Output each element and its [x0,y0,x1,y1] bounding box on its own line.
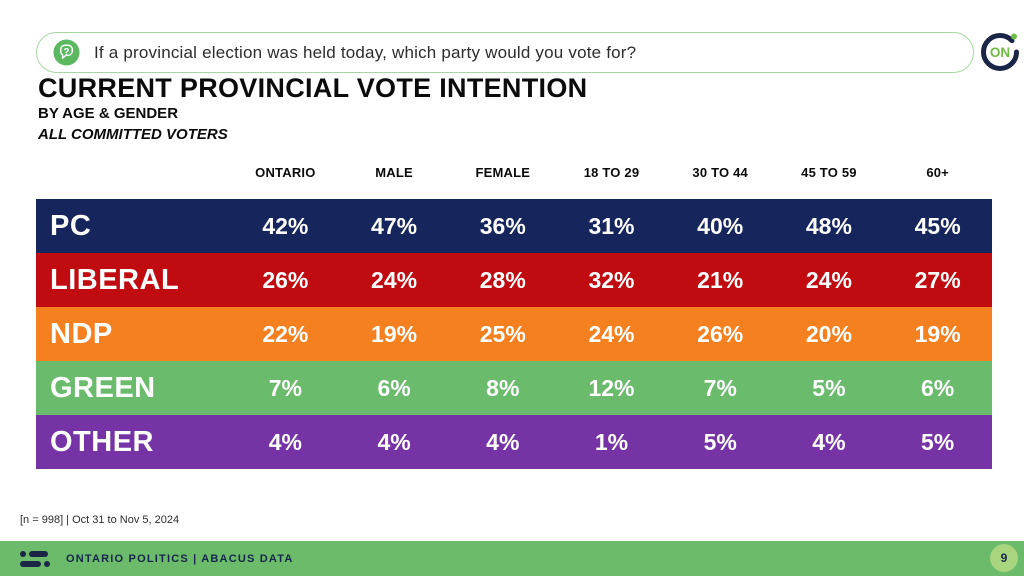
footer-label: ONTARIO POLITICS | ABACUS DATA [66,552,294,565]
column-header-male: MALE [375,164,413,180]
cell-value: 5% [812,374,846,401]
cell-value: 1% [594,428,629,455]
column-header-18to29: 18 TO 29 [583,164,640,180]
page-title: CURRENT PROVINCIAL VOTE INTENTION [38,73,588,103]
table-row-ndp: NDP 22% 19% 25% 24% 26% 20% 19% [36,307,992,361]
cell-value: 26% [697,320,744,347]
party-label: LIBERAL [50,263,180,296]
vote-intention-table: PC 42% 47% 36% 31% 40% 48% 45% LIBERAL 2… [36,199,992,469]
cell-value: 4% [486,428,520,455]
cell-value: 36% [479,212,526,239]
cell-value: 21% [697,266,744,293]
sample-footnote: [n = 998] | Oct 31 to Nov 5, 2024 [20,514,180,526]
column-header-45to59: 45 TO 59 [801,164,857,180]
cell-value: 6% [921,374,955,401]
cell-value: 32% [588,266,635,293]
cell-value: 47% [371,212,418,239]
cell-value: 7% [268,374,302,401]
cell-value: 27% [914,266,961,293]
column-header-30to44: 30 TO 44 [692,164,748,180]
cell-value: 48% [805,212,852,239]
on-logo-text: ON [990,45,1010,60]
cell-value: 26% [262,266,309,293]
question-bubble-icon: ? [53,39,80,66]
survey-question: If a provincial election was held today,… [94,42,637,62]
party-label: OTHER [50,425,154,458]
cell-value: 24% [805,266,852,293]
cell-value: 19% [371,320,418,347]
table-row-pc: PC 42% 47% 36% 31% 40% 48% 45% [36,199,992,253]
cell-value: 8% [486,374,520,401]
party-label: PC [50,209,92,242]
cell-value: 31% [588,212,635,239]
cell-value: 5% [921,428,955,455]
footer-bar: ONTARIO POLITICS | ABACUS DATA 9 [0,541,1024,576]
party-label: NDP [50,317,113,350]
column-header-ontario: ONTARIO [255,164,316,180]
population-note: ALL COMMITTED VOTERS [38,126,228,143]
cell-value: 4% [268,428,302,455]
cell-value: 28% [479,266,526,293]
cell-value: 7% [703,374,737,401]
cell-value: 40% [697,212,744,239]
party-label: GREEN [50,371,156,404]
cell-value: 4% [377,428,411,455]
cell-value: 19% [914,320,961,347]
table-row-other: OTHER 4% 4% 4% 1% 5% 4% 5% [36,415,992,469]
cell-value: 4% [812,428,846,455]
cell-value: 12% [588,374,635,401]
svg-text:?: ? [63,47,69,58]
cell-value: 24% [371,266,418,293]
cell-value: 45% [914,212,961,239]
page-number-badge: 9 [990,544,1018,572]
column-header-60plus: 60+ [926,164,949,180]
cell-value: 22% [262,320,309,347]
abacus-data-logo-icon [20,550,54,567]
cell-value: 20% [805,320,852,347]
page-subtitle: BY AGE & GENDER [38,105,179,122]
column-header-row: ONTARIO MALE FEMALE 18 TO 29 30 TO 44 45… [36,160,992,184]
cell-value: 24% [588,320,635,347]
table-row-liberal: LIBERAL 26% 24% 28% 32% 21% 24% 27% [36,253,992,307]
cell-value: 6% [377,374,411,401]
cell-value: 5% [703,428,737,455]
ontario-on-logo: ON [981,33,1019,71]
column-header-female: FEMALE [475,164,531,180]
question-banner: ? If a provincial election was held toda… [36,32,974,73]
cell-value: 25% [479,320,526,347]
cell-value: 42% [262,212,309,239]
table-row-green: GREEN 7% 6% 8% 12% 7% 5% 6% [36,361,992,415]
